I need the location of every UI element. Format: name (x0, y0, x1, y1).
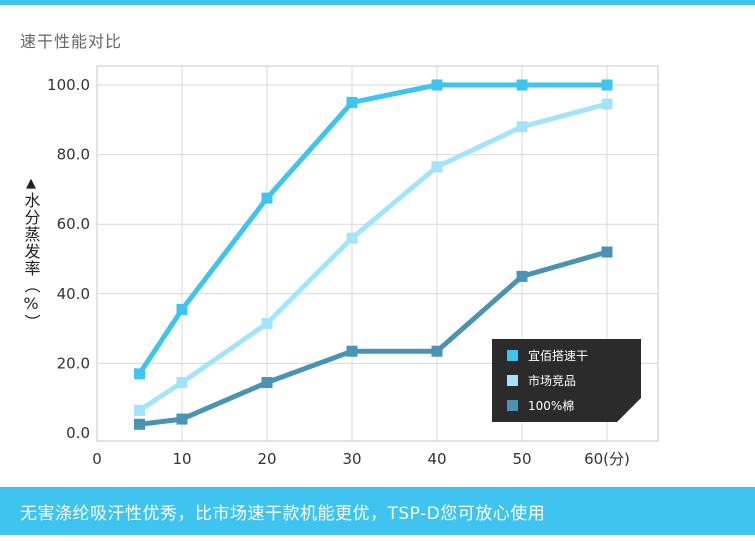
data-point (134, 418, 145, 430)
legend-swatch (507, 400, 518, 411)
legend-swatch (507, 350, 518, 361)
data-point (261, 317, 273, 329)
y-axis-label: ▲ 水分蒸发率（%） (20, 176, 42, 331)
x-tick-label: 40 (427, 450, 446, 468)
series-lines (134, 79, 613, 430)
x-tick-label: 60(分) (584, 450, 630, 468)
footer-text: 无害涤纶吸汗性优秀，比市场速干款机能更优，TSP-D您可放心使用 (20, 504, 546, 524)
y-tick-label: 60.0 (57, 215, 90, 233)
triangle-up-icon: ▲ (26, 176, 36, 191)
data-point (516, 79, 528, 91)
data-point (346, 232, 358, 244)
data-point (431, 161, 443, 173)
legend-label: 100%棉 (528, 399, 574, 413)
data-point (261, 192, 273, 204)
y-tick-label: 80.0 (57, 146, 90, 164)
footer-banner: 无害涤纶吸汗性优秀，比市场速干款机能更优，TSP-D您可放心使用 (0, 487, 755, 535)
data-point (176, 303, 188, 315)
data-point (516, 121, 528, 133)
y-tick-label: 40.0 (57, 285, 90, 303)
data-point (346, 96, 358, 108)
data-point (346, 345, 358, 357)
y-tick-label: 20.0 (57, 354, 90, 372)
x-tick-label: 30 (342, 450, 361, 468)
x-tick-label: 20 (257, 450, 276, 468)
legend-swatch (507, 375, 518, 386)
data-point (601, 79, 613, 91)
x-tick-label: 0 (92, 450, 102, 468)
data-point (176, 413, 188, 425)
data-point (134, 404, 145, 416)
line-chart: 0.0 20.0 40.0 60.0 80.0 100.0 0 10 20 30 40 50 60(分… (47, 65, 659, 468)
data-point (431, 79, 443, 91)
y-tick-label: 100.0 (47, 76, 90, 94)
data-point (431, 345, 443, 357)
x-tick-label: 50 (512, 450, 531, 468)
x-tick-labels: 0 10 20 30 40 50 60(分) (92, 450, 630, 468)
y-tick-labels: 0.0 20.0 40.0 60.0 80.0 100.0 (47, 76, 90, 442)
legend-label: 市场竞品 (528, 373, 576, 388)
data-point (601, 246, 613, 258)
data-point (601, 98, 613, 110)
legend-box (492, 339, 641, 422)
data-point (176, 377, 188, 389)
y-axis-label-text: 水分蒸发率（%） (21, 192, 41, 331)
chart-title: 速干性能对比 (20, 32, 123, 51)
x-tick-label: 10 (172, 450, 191, 468)
data-point (516, 270, 528, 282)
y-tick-label: 0.0 (66, 424, 90, 442)
legend-label: 宜佰搭速干 (528, 348, 588, 363)
top-accent-bar (0, 0, 755, 5)
data-point (134, 368, 145, 380)
data-point (261, 377, 273, 389)
